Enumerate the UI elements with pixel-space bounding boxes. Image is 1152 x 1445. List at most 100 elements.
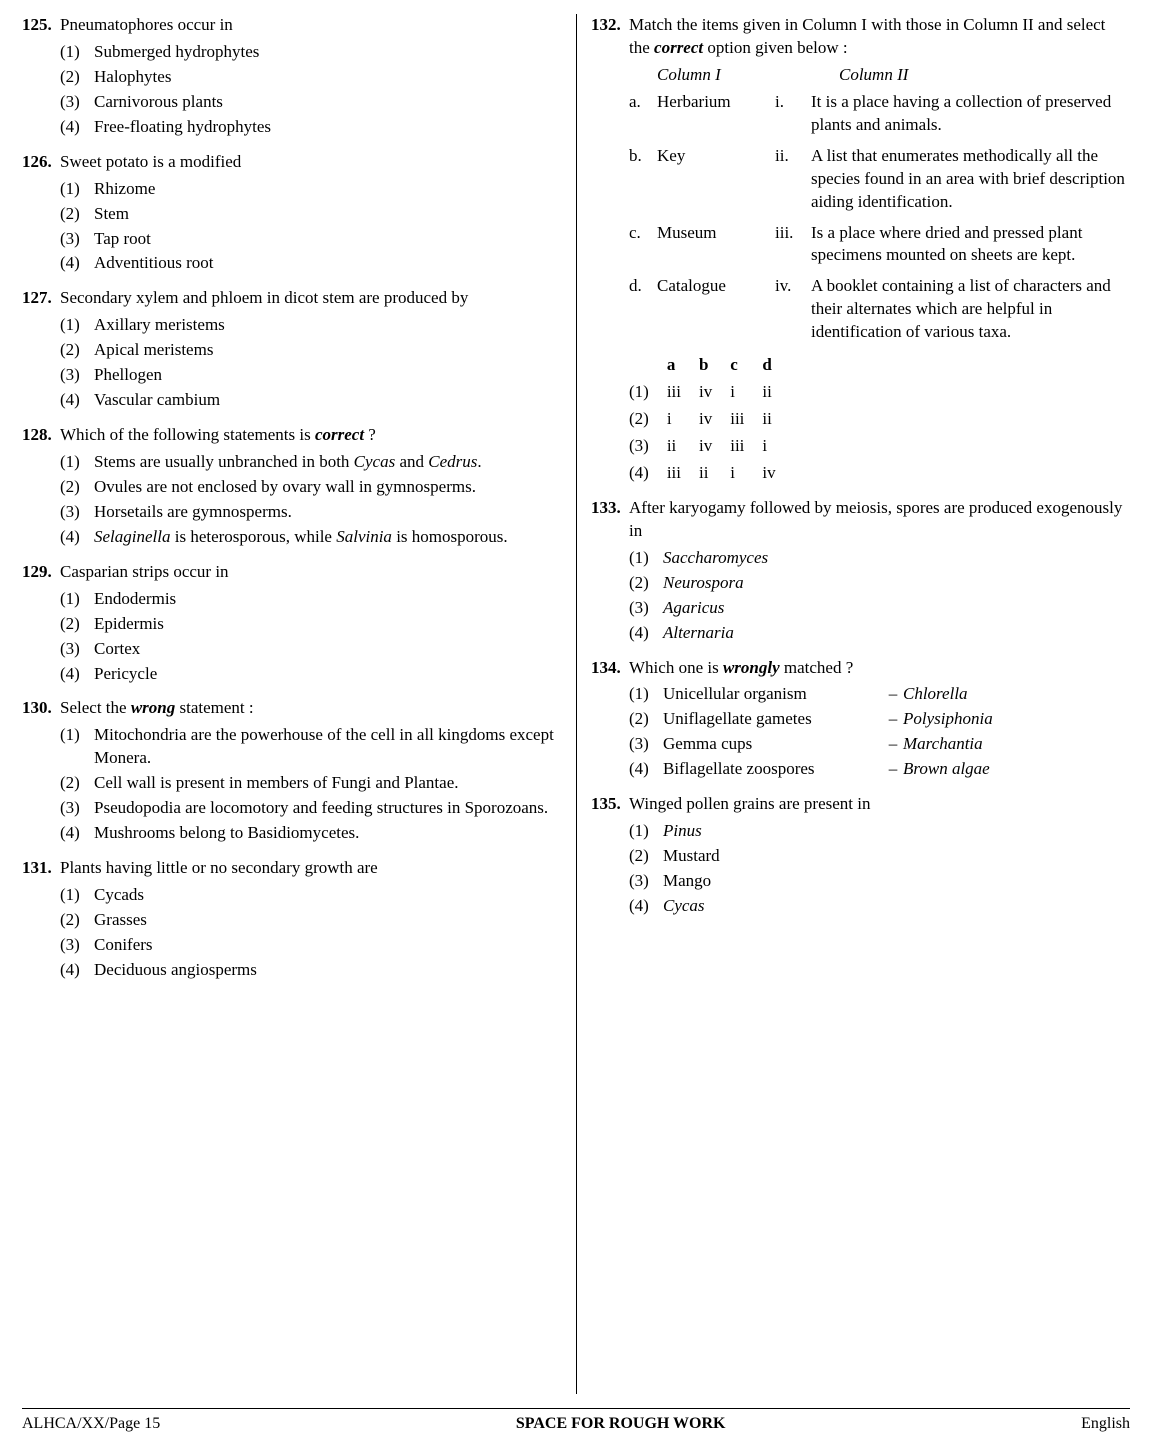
option: (2)Neurospora bbox=[629, 572, 1130, 595]
option-number: (3) bbox=[60, 501, 94, 524]
option-text: Stems are usually unbranched in both Cyc… bbox=[94, 451, 568, 474]
grid-cell: i bbox=[667, 406, 699, 433]
option: (3)Tap root bbox=[60, 228, 568, 251]
question: 131.Plants having little or no secondary… bbox=[22, 857, 568, 984]
option-text: Cortex bbox=[94, 638, 568, 661]
option-number: (2) bbox=[629, 572, 663, 595]
question: 130.Select the wrong statement :(1)Mitoc… bbox=[22, 697, 568, 847]
option-text: Cell wall is present in members of Fungi… bbox=[94, 772, 568, 795]
question-stem: Winged pollen grains are present in bbox=[629, 793, 1130, 816]
grid-cell: (2) bbox=[629, 406, 667, 433]
option-number: (3) bbox=[60, 934, 94, 957]
question-number: 126. bbox=[22, 151, 60, 278]
grid-cell: ii bbox=[762, 406, 793, 433]
option-text: Endodermis bbox=[94, 588, 568, 611]
question: 135.Winged pollen grains are present in(… bbox=[591, 793, 1130, 920]
question-stem: Match the items given in Column I with t… bbox=[629, 14, 1130, 60]
option-number: (2) bbox=[60, 772, 94, 795]
grid-cell: iii bbox=[730, 433, 762, 460]
option: (4)Deciduous angiosperms bbox=[60, 959, 568, 982]
question-stem: Secondary xylem and phloem in dicot stem… bbox=[60, 287, 568, 310]
option-text: Mustard bbox=[663, 845, 1130, 868]
option-text: Pseudopodia are locomotory and feeding s… bbox=[94, 797, 568, 820]
option: (1)Submerged hydrophytes bbox=[60, 41, 568, 64]
option-number: (3) bbox=[60, 228, 94, 251]
option: (4)Adventitious root bbox=[60, 252, 568, 275]
option-number: (2) bbox=[60, 909, 94, 932]
match-row: d.Catalogueiv.A booklet containing a lis… bbox=[629, 275, 1130, 344]
pair-right: Marchantia bbox=[903, 733, 1130, 756]
grid-cell: ii bbox=[699, 460, 730, 487]
question: 133.After karyogamy followed by meiosis,… bbox=[591, 497, 1130, 647]
pair-dash: – bbox=[883, 733, 903, 756]
grid-header: a bbox=[667, 352, 699, 379]
match-col2: A list that enumerates methodically all … bbox=[811, 145, 1130, 214]
option: (3)Horsetails are gymnosperms. bbox=[60, 501, 568, 524]
option: (3)Cortex bbox=[60, 638, 568, 661]
question: 125.Pneumatophores occur in(1)Submerged … bbox=[22, 14, 568, 141]
footer-center: SPACE FOR ROUGH WORK bbox=[516, 1413, 726, 1435]
match-col1: Museum bbox=[657, 222, 775, 268]
option: (2)Halophytes bbox=[60, 66, 568, 89]
grid-cell: iv bbox=[762, 460, 793, 487]
match-letter: c. bbox=[629, 222, 657, 268]
option-number: (4) bbox=[60, 252, 94, 275]
pair-left: Unicellular organism bbox=[663, 683, 883, 706]
match-row: b.Keyii.A list that enumerates methodica… bbox=[629, 145, 1130, 214]
option-number: (4) bbox=[629, 758, 663, 781]
grid-cell: i bbox=[730, 460, 762, 487]
option: (3)Mango bbox=[629, 870, 1130, 893]
option: (4)Mushrooms belong to Basidiomycetes. bbox=[60, 822, 568, 845]
option-number: (1) bbox=[60, 884, 94, 907]
footer-left: ALHCA/XX/Page 15 bbox=[22, 1413, 160, 1435]
option-number: (1) bbox=[60, 451, 94, 474]
pair-dash: – bbox=[883, 708, 903, 731]
question-stem: Which one is wrongly matched ? bbox=[629, 657, 1130, 680]
option: (4)Cycas bbox=[629, 895, 1130, 918]
option-text: Ovules are not enclosed by ovary wall in… bbox=[94, 476, 568, 499]
question-stem: Select the wrong statement : bbox=[60, 697, 568, 720]
column-header: Column II bbox=[839, 64, 908, 87]
grid-header bbox=[629, 352, 667, 379]
pair-left: Gemma cups bbox=[663, 733, 883, 756]
option-number: (3) bbox=[60, 91, 94, 114]
option-text: Selaginella is heterosporous, while Salv… bbox=[94, 526, 568, 549]
right-column: 132.Match the items given in Column I wi… bbox=[576, 14, 1130, 1394]
option: (4)Vascular cambium bbox=[60, 389, 568, 412]
question-stem: After karyogamy followed by meiosis, spo… bbox=[629, 497, 1130, 543]
question-number: 128. bbox=[22, 424, 60, 551]
option-number: (4) bbox=[60, 959, 94, 982]
pair-dash: – bbox=[883, 683, 903, 706]
option: (3)Carnivorous plants bbox=[60, 91, 568, 114]
option-number: (2) bbox=[60, 66, 94, 89]
option: (3)Gemma cups–Marchantia bbox=[629, 733, 1130, 756]
option-number: (2) bbox=[60, 203, 94, 226]
option-text: Pericycle bbox=[94, 663, 568, 686]
option: (4)Pericycle bbox=[60, 663, 568, 686]
option-number: (2) bbox=[60, 476, 94, 499]
grid-cell: ii bbox=[762, 379, 793, 406]
grid-row: (3)iiiviiii bbox=[629, 433, 794, 460]
question: 128.Which of the following statements is… bbox=[22, 424, 568, 551]
question-stem: Plants having little or no secondary gro… bbox=[60, 857, 568, 880]
option: (2)Uniflagellate gametes–Polysiphonia bbox=[629, 708, 1130, 731]
pair-left: Uniflagellate gametes bbox=[663, 708, 883, 731]
option-text: Free-floating hydrophytes bbox=[94, 116, 568, 139]
grid-cell: i bbox=[762, 433, 793, 460]
match-letter: d. bbox=[629, 275, 657, 344]
option-number: (4) bbox=[60, 389, 94, 412]
question-stem: Casparian strips occur in bbox=[60, 561, 568, 584]
match-roman: i. bbox=[775, 91, 811, 137]
question-number: 127. bbox=[22, 287, 60, 414]
option-number: (2) bbox=[629, 845, 663, 868]
option: (2)Stem bbox=[60, 203, 568, 226]
match-col1: Catalogue bbox=[657, 275, 775, 344]
option-text: Vascular cambium bbox=[94, 389, 568, 412]
question: 129.Casparian strips occur in(1)Endoderm… bbox=[22, 561, 568, 688]
option-number: (3) bbox=[629, 870, 663, 893]
option-number: (4) bbox=[60, 116, 94, 139]
option-number: (2) bbox=[60, 339, 94, 362]
grid-cell: (1) bbox=[629, 379, 667, 406]
option-text: Cycads bbox=[94, 884, 568, 907]
option-number: (1) bbox=[60, 314, 94, 337]
